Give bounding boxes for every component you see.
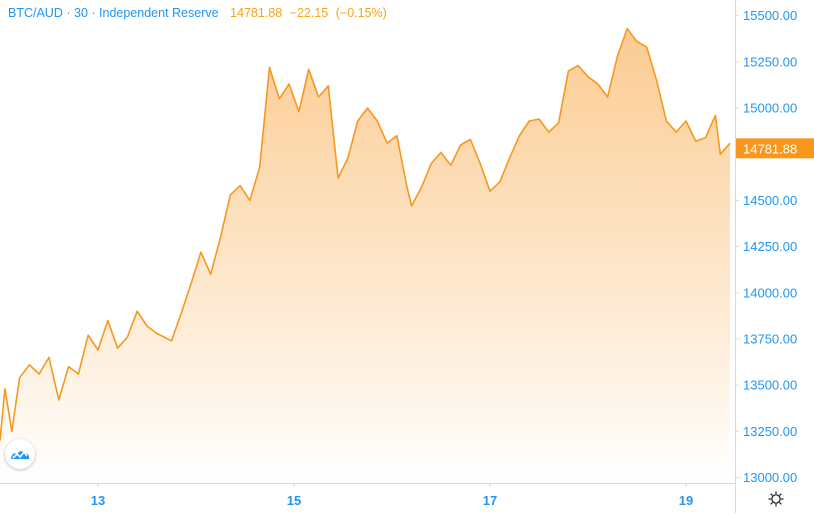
y-tick-label: 15000.00 bbox=[743, 101, 797, 116]
y-tick-label: 13250.00 bbox=[743, 424, 797, 439]
y-tick-label: 14000.00 bbox=[743, 285, 797, 300]
chart-legend: BTC/AUD · 30 · Independent Reserve 14781… bbox=[8, 6, 391, 20]
gear-icon[interactable] bbox=[766, 489, 786, 509]
x-tick-label: 19 bbox=[679, 493, 693, 508]
y-tick-label: 14250.00 bbox=[743, 239, 797, 254]
x-tick-label: 13 bbox=[91, 493, 105, 508]
last-price-label: 14781.88 bbox=[743, 141, 797, 156]
y-tick-label: 15250.00 bbox=[743, 54, 797, 69]
y-tick-label: 13500.00 bbox=[743, 378, 797, 393]
tradingview-logo-icon[interactable] bbox=[5, 439, 35, 469]
y-tick-label: 13000.00 bbox=[743, 470, 797, 485]
y-tick-label: 14500.00 bbox=[743, 193, 797, 208]
series-area bbox=[0, 28, 731, 483]
last-price-badge bbox=[736, 138, 814, 159]
symbol-label[interactable]: BTC/AUD bbox=[8, 6, 63, 20]
last-price-value: 14781.88 bbox=[230, 6, 283, 20]
series-line bbox=[0, 27, 731, 441]
price-change-value: −22.15 bbox=[289, 6, 329, 20]
y-tick-label: 15500.00 bbox=[743, 8, 797, 23]
x-tick-label: 17 bbox=[483, 493, 497, 508]
price-change-percent: (−0.15%) bbox=[335, 6, 387, 20]
legend-values: 14781.88 −22.15 (−0.15%) bbox=[230, 6, 391, 20]
x-tick-label: 15 bbox=[287, 493, 301, 508]
interval-label[interactable]: 30 bbox=[74, 6, 88, 20]
exchange-label: Independent Reserve bbox=[99, 6, 219, 20]
y-tick-label: 13750.00 bbox=[743, 331, 797, 346]
